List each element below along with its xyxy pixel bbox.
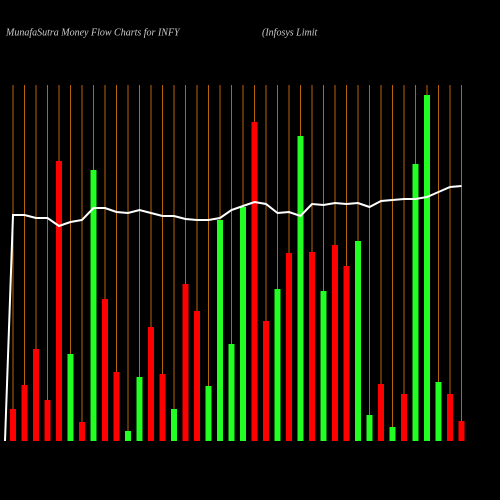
bar [412,164,419,441]
bar [90,170,97,441]
bar [401,394,407,441]
bar [136,377,143,441]
chart-subtitle: (Infosys Limit [262,27,318,38]
money-flow-line [4,185,462,442]
bar [44,400,51,441]
bar [320,291,327,441]
bar [343,266,350,441]
bar [171,409,177,441]
bar [194,311,200,441]
bar [10,409,16,441]
bar [458,421,465,441]
bar [297,136,304,441]
bar [102,299,108,441]
bar [263,321,269,441]
bar [424,95,430,441]
bar [378,384,384,441]
bar [332,245,338,441]
bar [159,374,166,441]
bar [366,415,373,441]
bar [435,382,442,441]
bar [33,349,39,441]
bar [240,207,246,441]
bar [79,422,85,441]
bar [447,394,453,441]
bar [148,327,154,441]
bar [286,253,292,441]
bar [228,344,235,441]
bar [274,289,281,441]
bar [217,220,223,441]
bar [113,372,120,441]
bar [309,252,315,441]
bar [182,284,189,441]
bar [21,385,28,441]
bar [389,427,396,441]
bar [205,386,212,441]
bar [125,431,131,441]
chart-title: MunafaSutra Money Flow Charts for INFY [5,27,181,38]
bar [251,122,258,441]
bar [56,161,62,441]
bar [355,241,361,441]
bar [67,354,74,441]
